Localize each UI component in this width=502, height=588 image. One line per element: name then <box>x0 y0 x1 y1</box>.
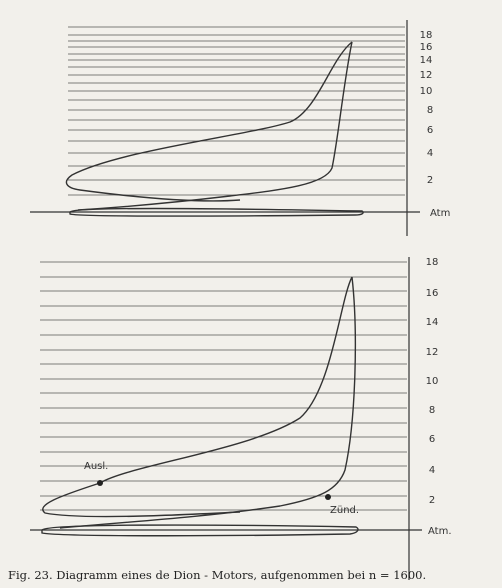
exhaust-loop-bottom <box>41 524 359 537</box>
grid-top <box>68 26 405 196</box>
exhaust-loop-top <box>69 207 364 217</box>
tick-label: 10 <box>426 376 439 387</box>
indicator-curve-bottom <box>42 276 353 518</box>
tick-label: 12 <box>426 347 439 358</box>
tick-label: 18 <box>426 257 439 268</box>
tick-label: 2 <box>427 175 433 186</box>
tick-label: 14 <box>426 317 439 328</box>
tick-label: 16 <box>420 42 433 53</box>
tick-label: 6 <box>427 125 433 136</box>
atm-label: Atm. <box>428 526 452 537</box>
grid-bottom <box>40 261 407 511</box>
tick-label: 18 <box>420 30 433 41</box>
atm-label: Atm <box>430 208 450 219</box>
indicator-curve-bottom-b <box>59 276 357 529</box>
tick-label: 12 <box>420 70 433 81</box>
ignition-point <box>325 494 331 500</box>
annotation: Ausl. <box>84 461 108 472</box>
exhaust-point <box>97 480 103 486</box>
tick-label: 6 <box>429 434 435 445</box>
tick-label: 8 <box>429 405 435 416</box>
tick-label: 4 <box>429 465 435 476</box>
tick-label: 14 <box>420 55 433 66</box>
indicator-curve-top <box>65 41 353 202</box>
tick-label: 10 <box>420 86 433 97</box>
tick-label: 2 <box>429 495 435 506</box>
tick-label: 8 <box>427 105 433 116</box>
caption: Fig. 23. Diagramm eines de Dion - Motors… <box>8 568 426 582</box>
annotation: Zünd. <box>330 505 359 516</box>
tick-label: 4 <box>427 148 433 159</box>
indicator-curve-top-b <box>77 41 353 211</box>
tick-label: 16 <box>426 288 439 299</box>
